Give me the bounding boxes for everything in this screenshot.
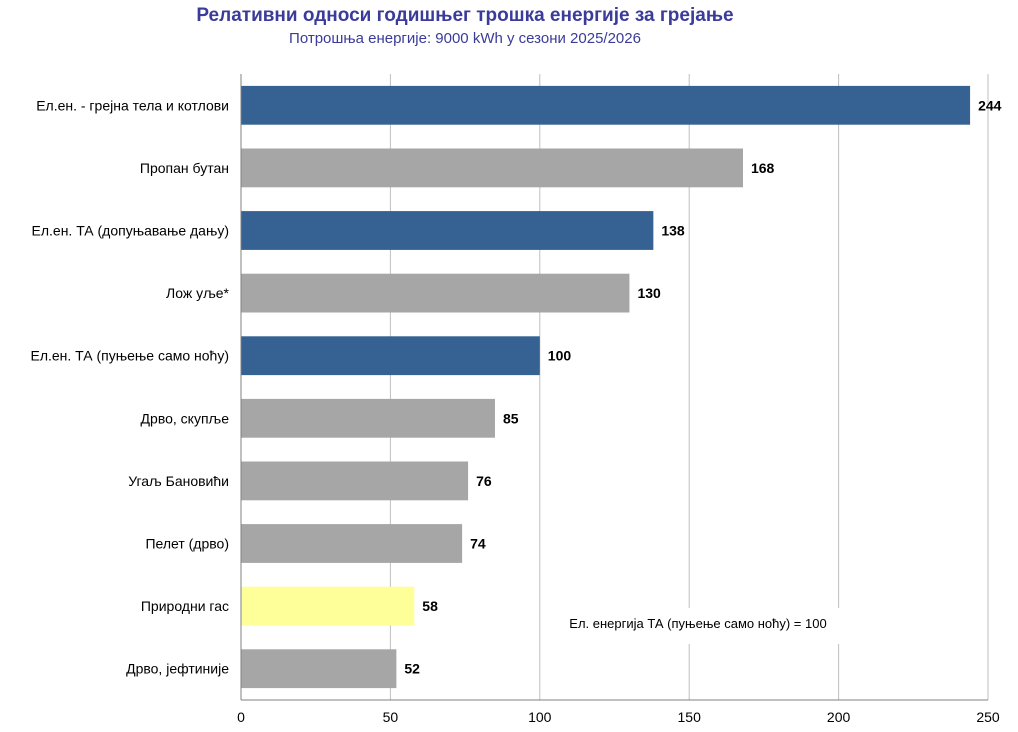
data-label: 100 — [548, 348, 572, 364]
data-label: 138 — [661, 223, 685, 239]
chart-subtitle: Потрошња енергије: 9000 kWh у сезони 202… — [289, 30, 641, 47]
data-label: 76 — [476, 473, 492, 489]
axes — [240, 74, 988, 701]
data-label: 168 — [751, 160, 775, 176]
bar — [241, 273, 630, 313]
bar — [241, 649, 397, 689]
data-label: 130 — [637, 285, 661, 301]
chart-title: Релативни односи годишњег трошка енергиј… — [196, 5, 734, 26]
category-label: Ел.ен. - грејна тела и котлови — [36, 97, 229, 113]
bars — [241, 85, 971, 689]
annotation-background — [552, 608, 844, 644]
bar — [241, 85, 971, 125]
data-label: 244 — [978, 97, 1002, 113]
category-label: Пропан бутан — [140, 160, 229, 176]
bar — [241, 398, 495, 438]
x-tick-label: 100 — [528, 709, 552, 725]
bar — [241, 336, 540, 376]
category-label: Ел.ен. ТА (допуњавање дању) — [32, 223, 229, 239]
category-label: Дрво, скупље — [141, 410, 230, 426]
x-tick-label: 200 — [827, 709, 851, 725]
bar — [241, 524, 463, 563]
bar — [241, 211, 654, 250]
category-label: Ел.ен. ТА (пуњење само ноћу) — [30, 348, 229, 364]
bar — [241, 586, 415, 626]
x-tick-label: 250 — [976, 709, 1000, 725]
data-label: 58 — [422, 598, 438, 614]
data-label: 85 — [503, 410, 519, 426]
category-label: Дрво, јефтиније — [126, 661, 229, 677]
x-tick-label: 50 — [383, 709, 399, 725]
data-label: 52 — [404, 661, 420, 677]
category-label: Природни гас — [141, 598, 229, 614]
category-label: Пелет (дрво) — [145, 536, 229, 552]
category-label: Угаљ Бановићи — [128, 473, 229, 489]
labels: 0 50 100 150 200 250 244 Ел.ен. - грејна тела и… — [30, 97, 1001, 725]
chart-annotation: Ел. енергија ТА (пуњење само ноћу) = 100 — [569, 616, 826, 631]
x-tick-label: 150 — [678, 709, 702, 725]
bar — [241, 461, 469, 501]
data-label: 74 — [470, 536, 486, 552]
category-label: Лож уље* — [166, 285, 230, 301]
bar — [241, 148, 743, 188]
x-tick-label: 0 — [237, 709, 245, 725]
